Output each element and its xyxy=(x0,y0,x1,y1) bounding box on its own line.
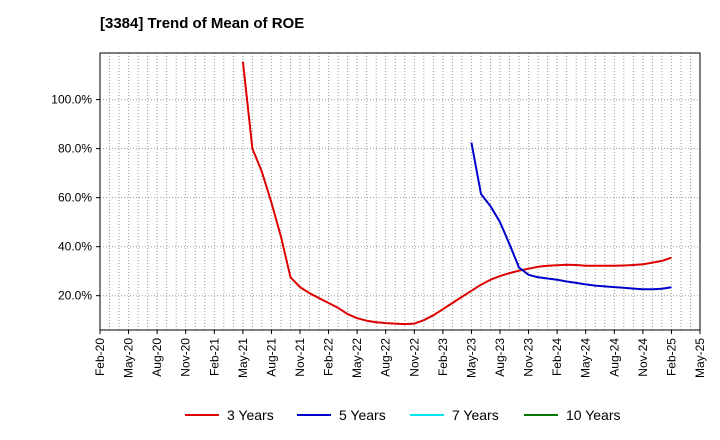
legend-label: 10 Years xyxy=(566,407,621,423)
x-tick-label: Aug-23 xyxy=(493,338,507,377)
x-tick-label: Feb-25 xyxy=(664,338,678,376)
x-tick-label: Aug-20 xyxy=(150,338,164,377)
y-tick-label: 80.0% xyxy=(58,142,92,156)
x-tick-label: Nov-20 xyxy=(179,338,193,377)
legend-label: 5 Years xyxy=(339,407,386,423)
x-tick-label: May-23 xyxy=(464,338,478,378)
x-tick-label: Aug-21 xyxy=(264,338,278,377)
x-tick-label: Feb-20 xyxy=(93,338,107,376)
x-tick-label: Feb-23 xyxy=(436,338,450,376)
x-axis: Feb-20 May-20 Aug-20 Nov-20 Feb-21 May-21 Aug-… xyxy=(93,330,707,378)
x-tick-label: May-24 xyxy=(579,338,593,378)
legend-swatch xyxy=(524,414,558,416)
y-tick-label: 60.0% xyxy=(58,191,92,205)
x-tick-label: Aug-24 xyxy=(607,338,621,377)
y-tick-label: 40.0% xyxy=(58,240,92,254)
x-tick-label: Nov-23 xyxy=(522,338,536,377)
x-tick-label: May-21 xyxy=(236,338,250,378)
series-line-3-years xyxy=(241,61,672,326)
x-tick-label: Feb-22 xyxy=(322,338,336,376)
chart-legend: 3 Years 5 Years 7 Years 10 Years xyxy=(0,405,720,425)
x-tick-label: May-20 xyxy=(122,338,136,378)
series-line-5-years xyxy=(470,142,672,291)
chart-series xyxy=(241,61,672,326)
legend-swatch xyxy=(297,414,331,416)
x-tick-label: Feb-21 xyxy=(207,338,221,376)
legend-label: 3 Years xyxy=(227,407,274,423)
x-tick-label: Nov-24 xyxy=(636,338,650,377)
legend-swatch xyxy=(410,414,444,416)
x-tick-label: May-22 xyxy=(350,338,364,378)
legend-label: 7 Years xyxy=(452,407,499,423)
y-tick-label: 20.0% xyxy=(58,289,92,303)
chart-grid xyxy=(99,53,701,330)
x-tick-label: Feb-24 xyxy=(550,338,564,376)
x-tick-label: Nov-22 xyxy=(407,338,421,377)
y-axis: 20.0% 40.0% 60.0% 80.0% 100.0% xyxy=(51,93,100,303)
plot-area-border xyxy=(99,52,701,331)
legend-swatch xyxy=(185,414,219,416)
x-tick-label: May-25 xyxy=(693,338,707,378)
x-tick-label: Aug-22 xyxy=(379,338,393,377)
chart-title: [3384] Trend of Mean of ROE xyxy=(100,15,305,32)
y-tick-label: 100.0% xyxy=(51,93,92,107)
x-tick-label: Nov-21 xyxy=(293,338,307,377)
